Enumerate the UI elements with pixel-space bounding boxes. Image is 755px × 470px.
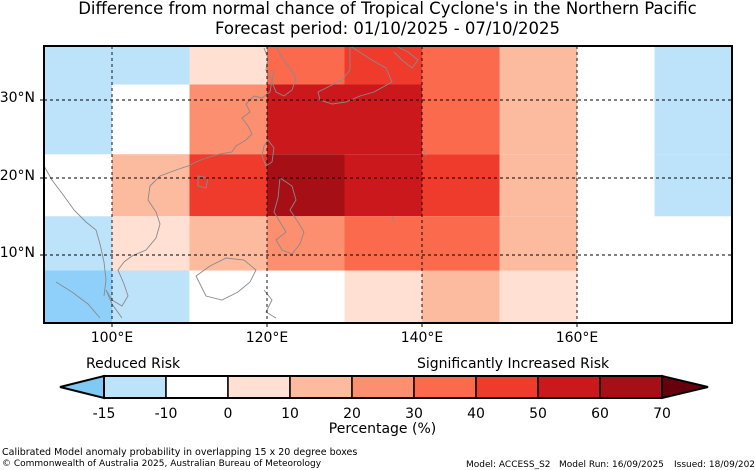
grid-cell: [499, 46, 577, 85]
grid-cell: [422, 84, 500, 155]
grid-cell: [189, 154, 267, 217]
cbar-segment: [413, 375, 477, 399]
grid-cell: [499, 154, 577, 217]
map-ticks: [40, 99, 578, 327]
footer-model-run: Model Run: 16/09/2025: [559, 460, 664, 470]
lon-label-140e: 140°E: [400, 330, 444, 346]
grid-cell: [267, 154, 345, 217]
grid-cell: [499, 216, 577, 271]
chart-title: Difference from normal chance of Tropica…: [78, 0, 697, 18]
cbar-tick: 10: [281, 406, 299, 422]
cbar-tick: 0: [223, 406, 233, 422]
footer-description: Calibrated Model anomaly probability in …: [2, 447, 358, 458]
lat-label-10n: 10°N: [0, 245, 35, 261]
grid-cell: [267, 216, 345, 271]
cbar-frame: [103, 375, 663, 399]
grid-cell: [189, 84, 267, 155]
grid-cell: [189, 216, 267, 271]
grid-cell: [44, 46, 190, 85]
grid-cell: [654, 84, 732, 155]
coast-taiwan: [261, 139, 275, 167]
grid-cell: [189, 46, 267, 85]
grid-cell: [499, 84, 577, 155]
coast-borneo: [195, 257, 257, 301]
coast-burma: [43, 165, 107, 297]
cbar-segment: [289, 375, 353, 399]
cbar-tick: 50: [529, 406, 547, 422]
coast-japan: [317, 45, 393, 105]
colorbar: [59, 374, 709, 400]
cbar-tick: 60: [591, 406, 609, 422]
grid-cell: [44, 216, 112, 271]
cbar-tick: 40: [467, 406, 485, 422]
lat-label-30n: 30°N: [0, 90, 35, 106]
grid-cell: [654, 154, 732, 217]
cbar-segment: [537, 375, 601, 399]
map-frame: [43, 45, 733, 324]
cbar-segment: [599, 375, 663, 399]
forecast-period: Forecast period: 01/10/2025 - 07/10/2025: [214, 19, 561, 38]
reduced-risk-label: Reduced Risk: [86, 356, 181, 372]
coast-sulawesi: [263, 289, 277, 319]
increased-risk-label: Significantly Increased Risk: [417, 356, 610, 372]
cbar-segment: [351, 375, 415, 399]
cbar-tick: 30: [405, 406, 423, 422]
grid-cell: [422, 154, 500, 217]
coast-japan-north: [393, 45, 419, 69]
coast-marianas: [391, 149, 427, 223]
coast-sumatra: [55, 281, 101, 319]
cbar-tick: 70: [653, 406, 671, 422]
coast-korea: [271, 45, 297, 97]
grid-cell: [344, 154, 422, 217]
grid-cell: [344, 46, 422, 85]
grid-cell: [267, 84, 422, 155]
grid-cell: [344, 270, 422, 323]
lon-label-100e: 100°E: [90, 330, 134, 346]
cbar-segment: [227, 375, 291, 399]
cbar-tick: -10: [154, 406, 178, 422]
grid-cell: [112, 270, 190, 323]
footer-model: Model: ACCESS_S2: [466, 460, 551, 470]
grid-cell: [344, 216, 500, 271]
grid-cell: [654, 46, 732, 85]
grid-cell: [422, 270, 500, 323]
lon-label-120e: 120°E: [245, 330, 289, 346]
grid-cell: [267, 46, 345, 85]
lon-label-160e: 160°E: [555, 330, 599, 346]
cbar-segment: [475, 375, 539, 399]
cbar-tick: -15: [92, 406, 116, 422]
colorbar-title: Percentage (%): [328, 421, 437, 437]
cbar-segment: [103, 375, 167, 399]
coast-indochina: [105, 165, 189, 307]
grid-cell: [44, 84, 112, 155]
grid-cell: [422, 46, 500, 85]
grid-cell: [499, 270, 577, 323]
anomaly-grid: [44, 46, 732, 323]
footer-issued: Issued: 18/09/2025: [674, 460, 755, 470]
coast-hainan: [197, 175, 209, 189]
cbar-segment: [165, 375, 229, 399]
cbar-tick: 20: [343, 406, 361, 422]
coast-philippines: [273, 177, 305, 255]
cbar-over-arrow: [661, 374, 709, 400]
cbar-under-arrow: [59, 374, 105, 400]
lat-label-20n: 20°N: [0, 168, 35, 184]
graticule: [44, 46, 732, 322]
footer-copyright: © Commonwealth of Australia 2025, Austra…: [2, 459, 322, 469]
